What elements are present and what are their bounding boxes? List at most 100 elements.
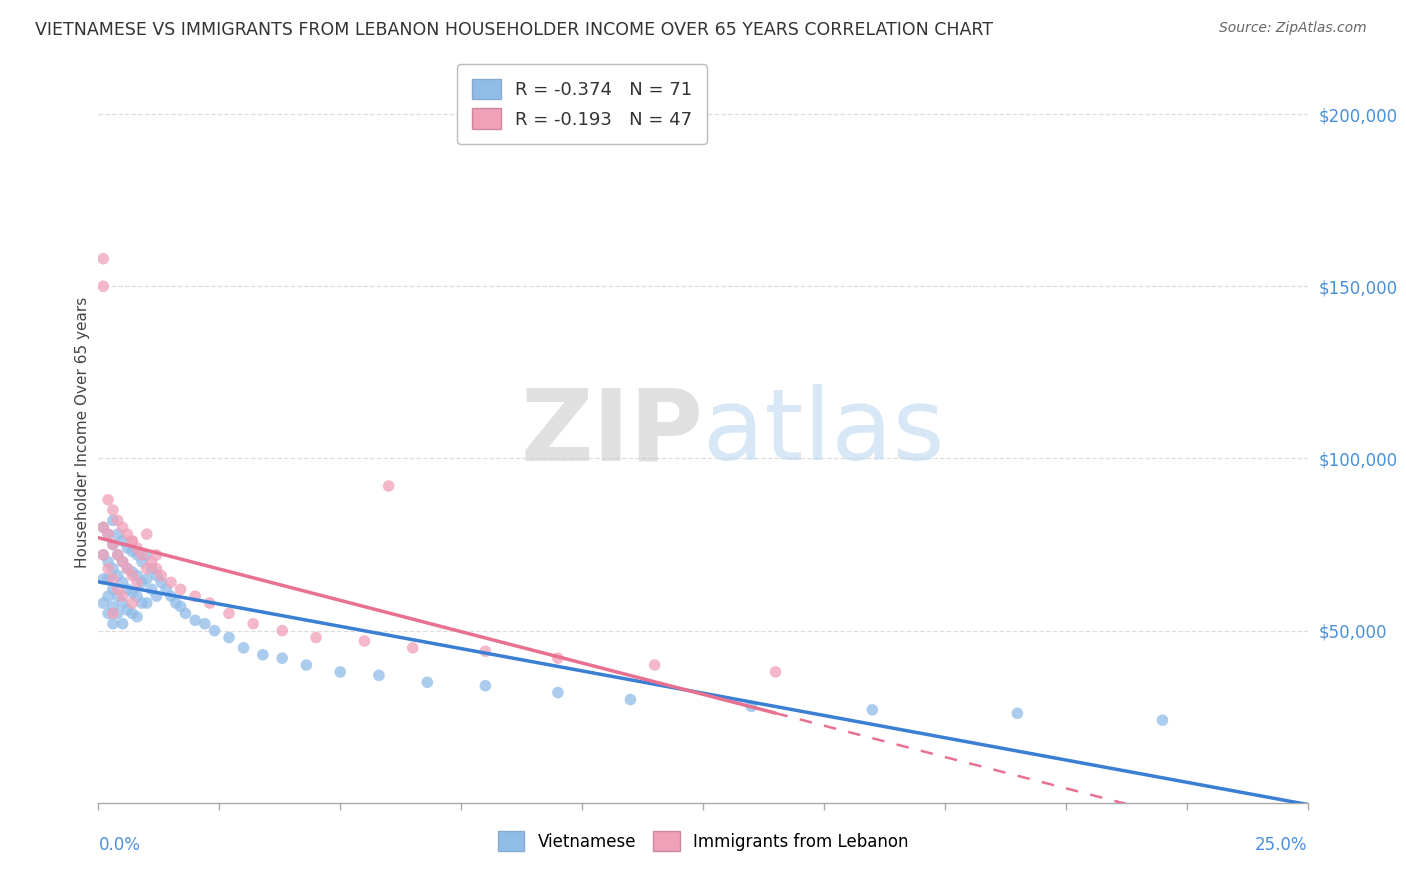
Point	[101, 572, 124, 586]
Point	[1007, 706, 1029, 721]
Point	[117, 582, 139, 597]
Point	[107, 548, 129, 562]
Point	[121, 544, 143, 558]
Point	[329, 665, 352, 679]
Point	[121, 568, 143, 582]
Point	[101, 582, 124, 597]
Point	[91, 596, 114, 610]
Point	[368, 668, 391, 682]
Point	[111, 520, 134, 534]
Point	[121, 586, 143, 600]
Text: atlas: atlas	[703, 384, 945, 481]
Point	[117, 603, 139, 617]
Point	[101, 599, 124, 614]
Point	[474, 644, 496, 658]
Point	[97, 527, 120, 541]
Point	[91, 548, 114, 562]
Point	[101, 607, 124, 621]
Point	[111, 596, 134, 610]
Point	[117, 541, 139, 555]
Point	[204, 624, 226, 638]
Point	[107, 607, 129, 621]
Point	[131, 555, 153, 569]
Point	[765, 665, 787, 679]
Point	[101, 503, 124, 517]
Point	[135, 548, 157, 562]
Point	[91, 572, 114, 586]
Text: 25.0%: 25.0%	[1256, 836, 1308, 855]
Point	[305, 631, 328, 645]
Point	[111, 555, 134, 569]
Point	[91, 520, 114, 534]
Point	[121, 534, 143, 549]
Point	[547, 685, 569, 699]
Point	[547, 651, 569, 665]
Point	[111, 575, 134, 590]
Legend: Vietnamese, Immigrants from Lebanon: Vietnamese, Immigrants from Lebanon	[491, 825, 915, 857]
Point	[107, 527, 129, 541]
Text: 0.0%: 0.0%	[98, 836, 141, 855]
Point	[97, 527, 120, 541]
Point	[107, 548, 129, 562]
Point	[135, 596, 157, 610]
Point	[97, 555, 120, 569]
Point	[101, 537, 124, 551]
Point	[121, 534, 143, 549]
Text: Source: ZipAtlas.com: Source: ZipAtlas.com	[1219, 21, 1367, 35]
Point	[127, 568, 149, 582]
Point	[127, 541, 149, 555]
Point	[121, 565, 143, 579]
Point	[101, 513, 124, 527]
Point	[91, 279, 114, 293]
Point	[218, 631, 240, 645]
Point	[141, 561, 163, 575]
Point	[860, 703, 883, 717]
Point	[160, 589, 183, 603]
Point	[232, 640, 254, 655]
Point	[111, 555, 134, 569]
Y-axis label: Householder Income Over 65 years: Householder Income Over 65 years	[75, 297, 90, 568]
Point	[184, 613, 207, 627]
Point	[121, 607, 143, 621]
Point	[252, 648, 274, 662]
Point	[91, 548, 114, 562]
Point	[131, 548, 153, 562]
Point	[107, 589, 129, 603]
Point	[160, 575, 183, 590]
Point	[135, 561, 157, 575]
Point	[117, 561, 139, 575]
Point	[97, 607, 120, 621]
Point	[91, 252, 114, 266]
Point	[198, 596, 221, 610]
Point	[218, 607, 240, 621]
Point	[150, 575, 173, 590]
Point	[165, 596, 187, 610]
Point	[145, 548, 167, 562]
Point	[97, 561, 120, 575]
Point	[1152, 713, 1174, 727]
Point	[174, 607, 197, 621]
Point	[150, 568, 173, 582]
Point	[117, 561, 139, 575]
Point	[740, 699, 762, 714]
Point	[377, 479, 399, 493]
Point	[145, 589, 167, 603]
Point	[145, 561, 167, 575]
Point	[131, 596, 153, 610]
Point	[184, 589, 207, 603]
Point	[194, 616, 217, 631]
Point	[97, 589, 120, 603]
Point	[619, 692, 641, 706]
Point	[127, 589, 149, 603]
Text: VIETNAMESE VS IMMIGRANTS FROM LEBANON HOUSEHOLDER INCOME OVER 65 YEARS CORRELATI: VIETNAMESE VS IMMIGRANTS FROM LEBANON HO…	[35, 21, 993, 38]
Point	[111, 534, 134, 549]
Point	[169, 599, 191, 614]
Point	[111, 589, 134, 603]
Point	[353, 634, 375, 648]
Point	[97, 492, 120, 507]
Point	[101, 537, 124, 551]
Point	[135, 572, 157, 586]
Point	[107, 513, 129, 527]
Point	[97, 572, 120, 586]
Point	[127, 548, 149, 562]
